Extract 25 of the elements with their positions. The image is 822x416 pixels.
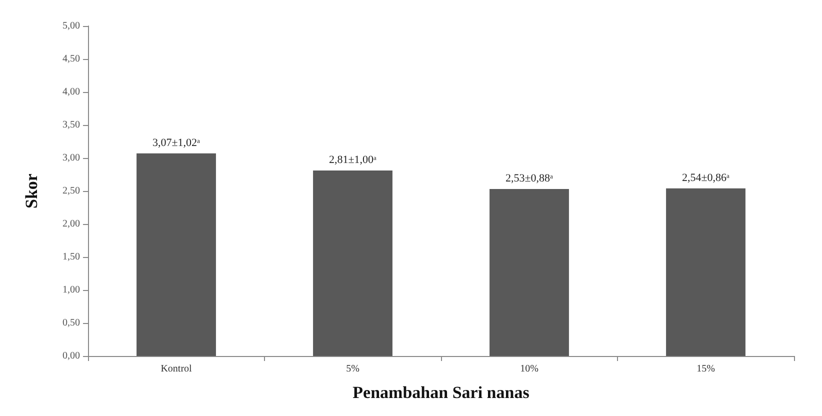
data-label: 2,53±0,88ᵃ <box>505 172 554 185</box>
y-tick-label: 0,50 <box>62 318 80 328</box>
y-tick-label: 2,50 <box>62 186 80 196</box>
data-label: 2,81±1,00ᵃ <box>328 154 377 166</box>
y-tick-label: 1,50 <box>62 252 80 262</box>
y-tick-label: 4,50 <box>62 54 80 64</box>
x-tick-label: 15% <box>696 364 715 374</box>
y-tick-label: 1,00 <box>62 284 80 296</box>
y-axis-title: Skor <box>22 173 41 208</box>
y-tick-label: 3,00 <box>62 152 80 164</box>
y-tick-label: 2,00 <box>62 218 80 230</box>
y-tick-label: 0,00 <box>62 350 80 362</box>
bar <box>313 170 392 356</box>
data-label: 3,07±1,02ᵃ <box>152 136 200 149</box>
y-tick-label: 4,00 <box>62 86 80 98</box>
x-tick-label: 5% <box>346 364 360 374</box>
bar <box>666 188 746 356</box>
x-tick-label: Kontrol <box>160 364 192 374</box>
bar <box>490 189 569 356</box>
data-label: 2,54±0,86ᵃ <box>682 172 730 184</box>
x-tick-label: 10% <box>520 364 538 374</box>
x-axis-title: Penambahan Sari nanas <box>352 383 530 402</box>
y-tick-label: 3,50 <box>62 120 80 130</box>
y-tick-label: 5,00 <box>62 20 80 32</box>
bar <box>136 153 216 356</box>
